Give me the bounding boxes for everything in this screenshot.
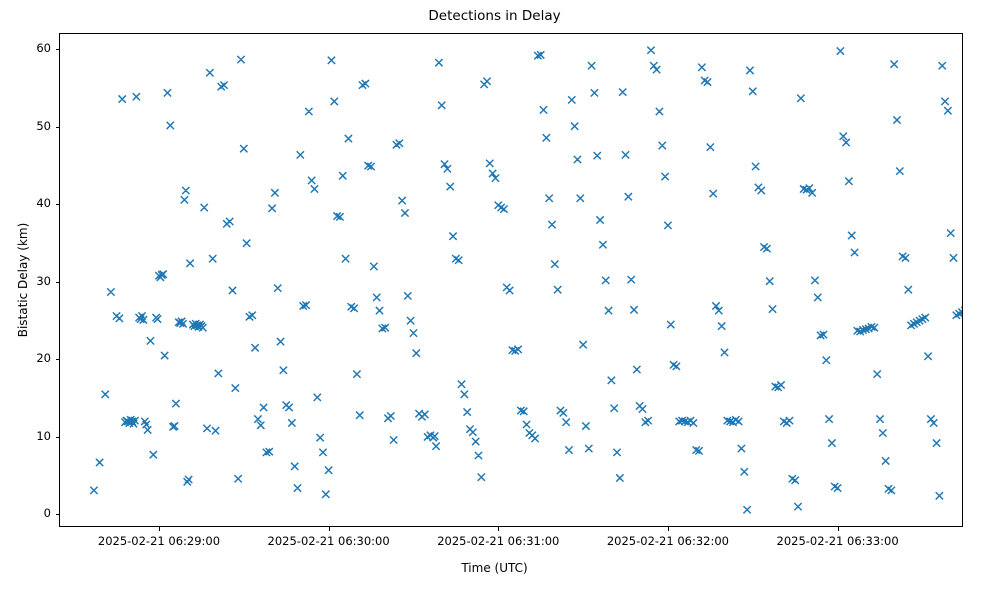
xtick-label: 2025-02-21 06:32:00 [606, 534, 729, 548]
ytick-label: 60 [36, 41, 51, 56]
xtick-mark [498, 527, 500, 531]
ytick-mark [55, 436, 59, 438]
chart-title: Detections in Delay [428, 8, 561, 24]
x-axis-label: Time (UTC) [461, 561, 528, 575]
ytick-label: 30 [36, 273, 51, 288]
xtick-label: 2025-02-21 06:33:00 [776, 534, 899, 548]
y-axis-label: Bistatic Delay (km) [16, 222, 30, 338]
ytick-mark [55, 514, 59, 516]
xtick-mark [667, 527, 669, 531]
ytick-label: 50 [36, 118, 51, 133]
ytick-label: 40 [36, 196, 51, 211]
ytick-label: 10 [36, 428, 51, 443]
plot-axes [59, 33, 963, 527]
ytick-label: 20 [36, 351, 51, 366]
ytick-mark [55, 359, 59, 361]
xtick-mark [158, 527, 160, 531]
ytick-mark [55, 126, 59, 128]
xtick-mark [837, 527, 839, 531]
xtick-label: 2025-02-21 06:31:00 [437, 534, 560, 548]
scatter-layer [89, 46, 962, 514]
xtick-mark [328, 527, 330, 531]
scatter-points [89, 46, 962, 514]
ytick-mark [55, 49, 59, 51]
ytick-mark [55, 204, 59, 206]
xtick-label: 2025-02-21 06:30:00 [267, 534, 390, 548]
xtick-label: 2025-02-21 06:29:00 [97, 534, 221, 548]
ytick-label: 0 [43, 506, 51, 521]
ytick-mark [55, 281, 59, 283]
